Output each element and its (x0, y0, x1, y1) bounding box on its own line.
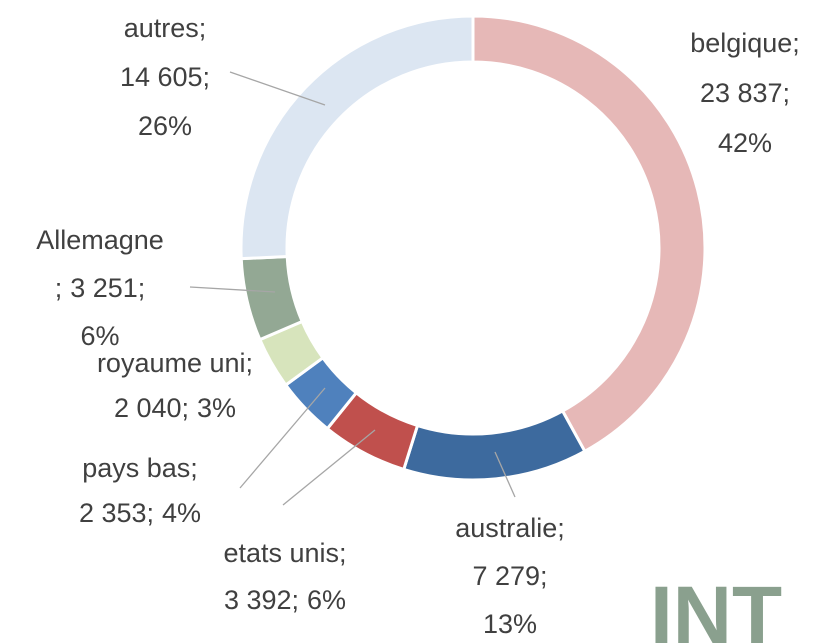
label-part: ; (292, 585, 300, 615)
data-label: etats unis; 3 392; 6% (223, 538, 346, 615)
leader-line (494, 451, 516, 498)
label-part: ; (138, 273, 146, 303)
label-part: ; (783, 78, 791, 108)
label-part: 4% (162, 498, 201, 528)
label-part: pays bas (82, 453, 190, 483)
label-part: ; (557, 513, 565, 543)
label-part: 13% (483, 609, 537, 639)
label-part: ; (203, 62, 211, 92)
data-label: Allemagne; 3 251; 6% (36, 225, 164, 351)
label-part: 3 251 (70, 273, 138, 303)
data-label: royaume uni; 2 040; 3% (97, 348, 253, 423)
data-label: belgique; 23 837; 42% (690, 28, 800, 158)
label-part: belgique (690, 28, 792, 58)
label-part: 23 837 (700, 78, 783, 108)
label-part: ; (55, 273, 63, 303)
label-part: ; (246, 348, 254, 378)
label-part: 3% (197, 393, 236, 423)
label-part: 2 040 (114, 393, 182, 423)
data-label: australie; 7 279; 13% (455, 513, 565, 639)
label-part: ; (339, 538, 347, 568)
label-part: 42% (718, 128, 772, 158)
label-part: autres (124, 13, 199, 43)
data-label: autres; 14 605; 26% (120, 13, 210, 141)
data-label: pays bas; 2 353; 4% (79, 453, 201, 528)
label-part: ; (147, 498, 155, 528)
label-part: etats unis (223, 538, 339, 568)
label-part: ; (199, 13, 207, 43)
label-part: australie (455, 513, 557, 543)
label-part: 6% (80, 321, 119, 351)
leader-line (239, 387, 326, 489)
label-part: royaume uni (97, 348, 246, 378)
label-part: Allemagne (36, 225, 164, 255)
label-part: 2 353 (79, 498, 147, 528)
leader-line (189, 286, 276, 293)
label-part: 3 392 (224, 585, 292, 615)
wedge (401, 408, 587, 482)
leader-line (229, 71, 326, 106)
label-part: ; (792, 28, 800, 58)
leader-line (282, 429, 376, 506)
wedge (471, 14, 707, 454)
label-part: 14 605 (120, 62, 203, 92)
label-part: 6% (307, 585, 346, 615)
watermark: INT (650, 570, 782, 643)
wedge (239, 14, 475, 261)
label-part: ; (190, 453, 198, 483)
label-part: 7 279 (472, 561, 540, 591)
label-part: 26% (138, 111, 192, 141)
label-part: ; (182, 393, 190, 423)
label-part: ; (540, 561, 548, 591)
